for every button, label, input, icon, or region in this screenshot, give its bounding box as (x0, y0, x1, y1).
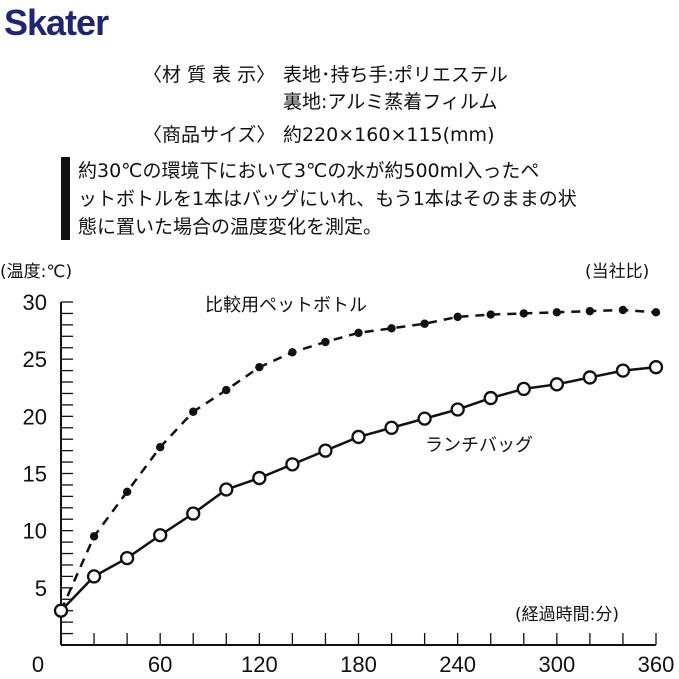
x-tick-label: 360 (638, 652, 675, 677)
bottle-data-point (651, 308, 661, 317)
bag-data-point (615, 363, 631, 378)
x-tick-label: 180 (340, 652, 377, 677)
y-tick-label: 20 (23, 404, 47, 429)
y-tick-label: 5 (35, 576, 47, 601)
bottle-data-point (354, 328, 363, 338)
bag-data-point (219, 482, 234, 497)
bottle-data-point (89, 532, 99, 541)
bag-data-point (252, 470, 267, 486)
bottle-data-point (552, 308, 562, 317)
bag-data-point (318, 443, 333, 458)
bottle-data-point (618, 305, 628, 315)
series-label-bottle: 比較用ペットボトル (205, 295, 367, 316)
description-line: 態に置いた場合の温度変化を測定。 (78, 216, 383, 238)
comparison-note: (当社比) (585, 262, 650, 282)
size-label: 〈商品サイズ〉 (143, 124, 276, 146)
bottle-data-point (453, 312, 462, 322)
bottle-data-point (222, 385, 231, 395)
series-line-1 (60, 365, 657, 612)
x-tick-label: 0 (32, 652, 44, 677)
x-tick-label: 60 (148, 652, 172, 677)
series-label-bag: ランチバッグ (425, 435, 533, 456)
y-tick-label: 25 (23, 347, 47, 372)
bag-data-point (351, 429, 366, 445)
bag-data-point (285, 457, 300, 472)
material-line-2: 裏地:アルミ蒸着フィルム (283, 91, 498, 113)
material-label: 〈材 質 表 示〉 (143, 64, 276, 86)
bag-data-point (549, 377, 564, 392)
y-tick-label: 10 (23, 519, 47, 544)
bag-data-point (516, 381, 531, 397)
bag-data-point (186, 506, 201, 521)
bottle-data-point (122, 487, 132, 496)
bag-data-point (384, 420, 399, 435)
series-line-0 (59, 308, 657, 612)
bag-data-point (53, 603, 69, 618)
bag-data-point (582, 370, 598, 385)
bottle-data-point (155, 443, 165, 452)
bag-data-point (450, 402, 465, 417)
y-axis-label: (温度:℃) (0, 262, 73, 282)
bag-data-point (119, 550, 135, 566)
bottle-data-point (255, 362, 264, 372)
bottle-data-point (420, 319, 429, 328)
description-line: ットボトルを1本はバッグにいれ、もう1本はそのままの状 (78, 188, 577, 210)
bottle-data-point (288, 348, 297, 357)
x-tick-label: 120 (241, 652, 278, 677)
x-axis-label: (経過時間:分) (515, 605, 619, 625)
bag-data-point (86, 569, 102, 584)
y-tick-label: 30 (23, 290, 47, 315)
description-line: 約30℃の環境下において3℃の水が約500ml入ったペ (78, 160, 540, 182)
bottle-data-point (387, 324, 396, 333)
bottle-data-point (486, 310, 495, 319)
bottle-data-point (321, 337, 330, 347)
bottle-data-point (519, 309, 528, 318)
bag-data-point (153, 528, 168, 543)
material-line-1: 表地･持ち手:ポリエステル (283, 64, 508, 86)
bag-data-point (483, 390, 498, 406)
description-bar (61, 157, 70, 240)
skater-logo: Skater (4, 2, 109, 43)
x-tick-label: 240 (439, 652, 476, 677)
bottle-data-point (585, 306, 595, 316)
y-tick-label: 15 (23, 462, 47, 487)
bag-data-point (417, 411, 432, 426)
x-tick-label: 300 (538, 652, 575, 677)
size-value: 約220×160×115(mm) (283, 124, 495, 146)
bottle-data-point (189, 407, 198, 416)
bag-data-point (648, 360, 664, 375)
